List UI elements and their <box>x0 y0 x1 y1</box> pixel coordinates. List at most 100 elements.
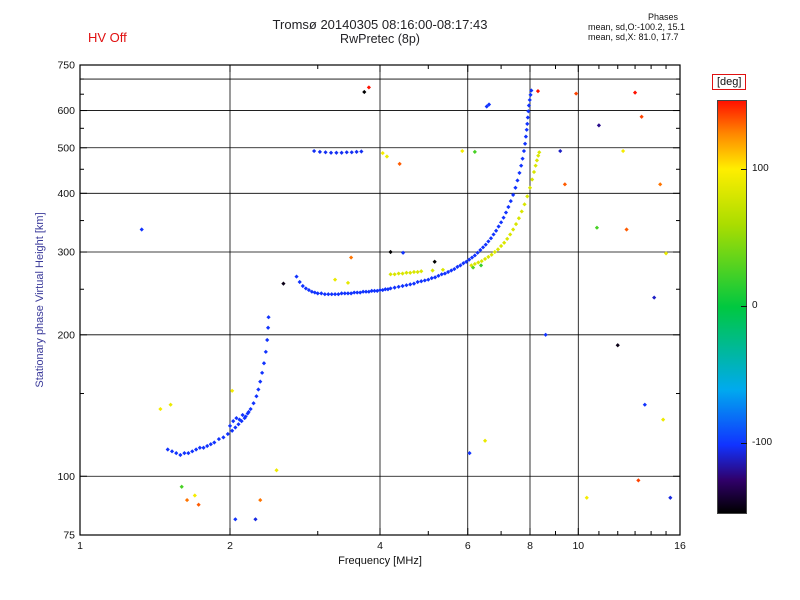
echo-point <box>440 267 446 272</box>
echo-point <box>464 259 469 264</box>
echo-point <box>251 401 256 406</box>
echo-point <box>515 178 520 183</box>
echo-point <box>303 286 308 291</box>
echo-point <box>201 445 206 450</box>
echo-point <box>306 287 312 293</box>
echo-point <box>369 288 374 293</box>
x-tick-label: 4 <box>377 540 383 552</box>
echo-point <box>584 495 589 500</box>
echo-point <box>478 247 483 253</box>
echo-point <box>317 149 322 154</box>
echo-point <box>312 148 317 154</box>
x-tick-label: 1 <box>77 540 83 552</box>
echo-point <box>467 257 472 262</box>
echo-point <box>408 270 413 275</box>
echo-point <box>328 150 334 155</box>
echo-point <box>508 199 513 204</box>
echo-point <box>332 277 338 282</box>
echo-point <box>404 270 409 275</box>
echo-point <box>661 417 666 422</box>
echo-point <box>475 250 480 255</box>
echo-point <box>439 272 444 277</box>
echo-point <box>482 256 488 262</box>
y-tick-label: 500 <box>57 142 75 154</box>
echo-point <box>388 272 393 277</box>
phases-summary: Phases mean, sd,O:-100.2, 15.1 mean, sd,… <box>588 12 738 42</box>
echo-point <box>530 177 535 182</box>
echo-point <box>329 292 334 297</box>
echo-point <box>165 447 170 452</box>
echo-point <box>345 280 351 285</box>
echo-point <box>396 284 401 289</box>
echo-point <box>385 287 391 292</box>
echo-point <box>486 254 491 259</box>
colorbar-tick <box>741 306 747 307</box>
echo-point <box>432 259 437 264</box>
y-axis-label: Stationary phase Virtual Height [km] <box>34 212 46 388</box>
echo-point <box>336 292 341 297</box>
echo-point <box>281 281 286 286</box>
echo-point <box>491 232 496 237</box>
echo-point <box>636 478 641 483</box>
echo-point <box>208 442 213 447</box>
echo-point <box>472 149 477 154</box>
echo-point <box>525 121 530 127</box>
echo-point <box>266 315 271 320</box>
echo-point <box>366 85 371 90</box>
echo-point <box>400 271 405 276</box>
echo-point <box>419 279 424 284</box>
colorbar <box>717 100 747 514</box>
echo-point <box>642 402 647 407</box>
echo-point <box>615 343 620 348</box>
echo-point <box>197 445 202 450</box>
colorbar-unit-label: [deg] <box>712 74 747 90</box>
echo-point <box>436 273 441 278</box>
echo-point <box>319 291 324 296</box>
echo-point <box>380 151 385 156</box>
echo-point <box>521 148 527 154</box>
x-tick-label: 10 <box>572 540 584 552</box>
echo-point <box>446 269 451 275</box>
echo-point <box>479 258 484 264</box>
echo-point <box>433 275 438 280</box>
echo-point <box>526 109 531 114</box>
echo-point <box>233 425 238 430</box>
echo-point <box>415 279 420 285</box>
echo-point <box>525 115 530 120</box>
echo-point <box>254 394 259 399</box>
echo-point <box>543 332 548 337</box>
echo-point <box>430 268 435 273</box>
echo-point <box>359 149 364 154</box>
echo-point <box>620 148 626 154</box>
echo-point <box>517 170 522 176</box>
echo-point <box>472 253 477 258</box>
colorbar-tick-label: 100 <box>752 162 769 174</box>
y-tick-label: 750 <box>57 60 75 72</box>
echo-point <box>478 263 484 268</box>
echo-point <box>230 428 235 433</box>
x-tick-label: 6 <box>465 540 471 552</box>
echo-point <box>233 517 238 522</box>
echo-point <box>169 449 175 454</box>
echo-point <box>520 156 525 161</box>
echo-point <box>231 419 236 424</box>
y-tick-label: 400 <box>57 188 75 200</box>
echo-point <box>419 269 424 274</box>
echo-point <box>422 278 427 283</box>
echo-point <box>522 202 527 207</box>
echo-point <box>178 452 183 458</box>
echo-point <box>486 239 491 244</box>
phases-x-line: mean, sd,X: 81.0, 17.7 <box>588 32 679 42</box>
echo-point <box>216 436 221 442</box>
x-axis-label: Frequency [MHz] <box>338 555 422 567</box>
echo-point <box>342 291 347 296</box>
echo-point <box>526 103 532 108</box>
echo-point <box>469 255 475 260</box>
echo-point <box>237 417 242 422</box>
echo-point <box>349 255 354 260</box>
echo-point <box>531 169 537 175</box>
echo-point <box>377 287 383 293</box>
colorbar-tick-label: 0 <box>752 300 758 311</box>
echo-point <box>274 468 279 473</box>
echo-point <box>225 431 230 437</box>
